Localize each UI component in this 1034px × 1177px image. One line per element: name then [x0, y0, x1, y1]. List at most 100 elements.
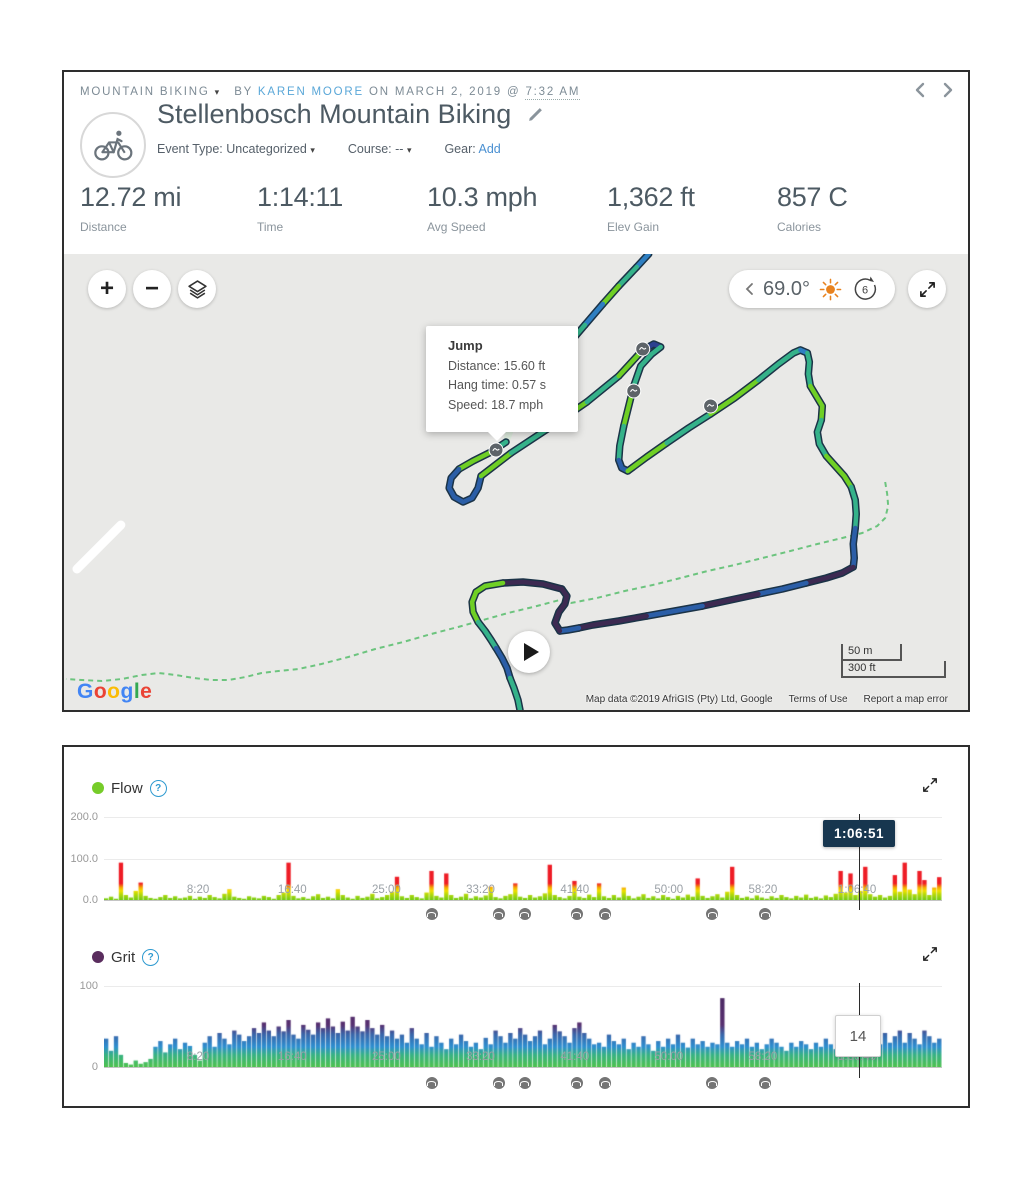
route-segment: [634, 254, 651, 270]
flow-jump-marker-icon[interactable]: [517, 907, 532, 921]
flow-jump-marker-icon[interactable]: [424, 907, 439, 921]
map-scale-bar: 50 m 300 ft: [841, 644, 946, 678]
grit-jump-marker-icon[interactable]: [758, 1076, 773, 1090]
map-jump-marker[interactable]: [488, 442, 504, 458]
stat-elev-gain: 1,362 ft Elev Gain: [607, 182, 695, 234]
route-segment: [644, 603, 705, 619]
layers-icon: [187, 279, 207, 299]
route-outline: [556, 624, 583, 635]
route-outline: [698, 590, 763, 610]
route-outline: [642, 602, 707, 620]
terms-of-use-link[interactable]: Terms of Use: [788, 694, 848, 705]
scale-imperial: 300 ft: [843, 661, 946, 678]
laps-icon[interactable]: 6: [851, 275, 879, 303]
route-segment: [469, 589, 481, 625]
flow-jump-marker-icon[interactable]: [491, 907, 506, 921]
flow-y-tick-label: 0.0: [82, 894, 98, 906]
route-segment: [808, 383, 825, 423]
prev-activity-button[interactable]: [914, 82, 925, 98]
chevron-left-icon[interactable]: [745, 282, 754, 296]
route-segment: [582, 301, 606, 328]
grit-jump-marker-icon[interactable]: [517, 1076, 532, 1090]
activity-title-row: Stellenbosch Mountain Biking: [157, 99, 544, 130]
lap-count: 6: [862, 285, 868, 297]
flow-x-tick-label: 33:20: [466, 884, 495, 896]
road: [72, 520, 126, 574]
grit-jump-marker-icon[interactable]: [424, 1076, 439, 1090]
route-outline: [754, 346, 805, 384]
grit-x-tick-label: 33:20: [466, 1051, 495, 1063]
map-jump-marker[interactable]: [703, 398, 719, 414]
grit-chart-plot[interactable]: [104, 986, 942, 1067]
grit-jump-marker-icon[interactable]: [569, 1076, 584, 1090]
route-segment: [824, 453, 854, 490]
activity-title: Stellenbosch Mountain Biking: [157, 99, 512, 129]
route-segment: [756, 580, 809, 597]
grit-y-tick-label: 100: [79, 980, 98, 992]
grit-jump-marker-icon[interactable]: [705, 1076, 720, 1090]
route-segment: [600, 283, 622, 307]
route-outline: [445, 465, 485, 506]
map-attribution: Map data ©2019 AfriGIS (Pty) Ltd, Google…: [586, 694, 948, 705]
author-link[interactable]: KAREN MOORE: [257, 86, 364, 98]
map[interactable]: + − 69.0°: [64, 254, 968, 710]
activity-type-dropdown[interactable]: MOUNTAIN BIKING ▾: [80, 86, 219, 98]
route-segment: [664, 411, 713, 446]
layers-button[interactable]: [178, 270, 216, 308]
google-logo[interactable]: Google: [77, 680, 152, 704]
route-segment: [557, 625, 582, 634]
gear-add-link[interactable]: Add: [478, 142, 501, 156]
grit-help-icon[interactable]: ?: [142, 948, 160, 966]
flow-jump-marker-icon[interactable]: [569, 907, 584, 921]
weather-widget[interactable]: 69.0° 6: [729, 270, 895, 308]
grit-cursor-tooltip: 14: [835, 1015, 881, 1057]
flow-x-tick-label: 58:20: [748, 884, 778, 896]
flow-chart-plot[interactable]: [104, 817, 942, 900]
activity-time[interactable]: 7:32 AM: [525, 86, 581, 100]
route-segment: [804, 564, 856, 586]
flow-x-tick-label: 41:40: [560, 884, 590, 896]
scale-metric: 50 m: [843, 644, 902, 661]
edit-title-icon[interactable]: [527, 106, 544, 123]
next-activity-button[interactable]: [943, 82, 954, 98]
grit-expand-icon[interactable]: [922, 946, 938, 962]
route-outline: [455, 448, 495, 473]
grit-jump-marker-icon[interactable]: [491, 1076, 506, 1090]
route-segment: [488, 439, 509, 455]
zoom-out-button[interactable]: −: [133, 270, 171, 308]
route-segment: [616, 457, 630, 474]
route-outline: [499, 578, 566, 593]
route-outline: [615, 346, 647, 380]
map-jump-marker[interactable]: [626, 383, 642, 399]
map-fullscreen-button[interactable]: [908, 270, 946, 308]
grit-x-tick-label: 58:20: [748, 1051, 778, 1063]
flow-help-icon[interactable]: ?: [149, 779, 167, 797]
flow-jump-marker-icon[interactable]: [758, 907, 773, 921]
route-segment: [616, 347, 645, 379]
report-map-error-link[interactable]: Report a map error: [863, 694, 948, 705]
fullscreen-icon: [919, 281, 935, 297]
route-outline: [615, 263, 641, 290]
course-dropdown[interactable]: -- ▾: [395, 142, 412, 156]
route-segment: [478, 450, 514, 479]
route-outline: [506, 674, 524, 710]
charts-card: Flow ? 1:06:51 Grit ? 14 200.0 100.0 0.0 8:…: [62, 745, 970, 1108]
playback-button[interactable]: [508, 631, 550, 673]
route-outline: [474, 618, 500, 652]
flow-jump-marker-icon[interactable]: [705, 907, 720, 921]
flow-cursor-tooltip: 1:06:51: [823, 820, 895, 847]
flow-expand-icon[interactable]: [922, 777, 938, 793]
grit-jump-marker-icon[interactable]: [598, 1076, 613, 1090]
map-jump-marker[interactable]: [635, 341, 651, 357]
stat-calories: 857 C Calories: [777, 182, 848, 234]
flow-jump-marker-icon[interactable]: [598, 907, 613, 921]
zoom-in-button[interactable]: +: [88, 270, 126, 308]
jump-speed: Speed: 18.7 mph: [448, 397, 544, 412]
event-type-label: Event Type:: [157, 142, 223, 156]
route-outline: [624, 439, 671, 475]
route-segment: [616, 423, 627, 463]
route-outline: [551, 585, 571, 635]
route-outline: [706, 376, 763, 418]
event-type-dropdown[interactable]: Uncategorized ▾: [226, 142, 315, 156]
